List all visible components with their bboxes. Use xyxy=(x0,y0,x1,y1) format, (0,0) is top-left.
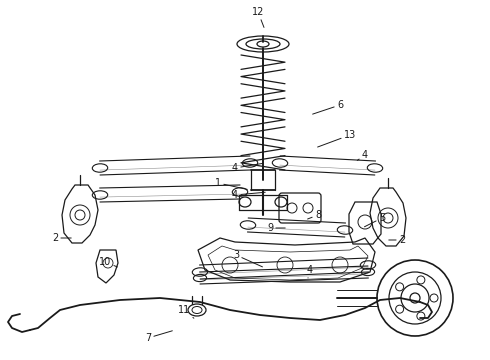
Text: 4: 4 xyxy=(232,190,265,200)
Text: 7: 7 xyxy=(145,331,172,343)
Text: 4: 4 xyxy=(307,265,313,278)
Text: 8: 8 xyxy=(308,210,321,220)
Text: 4: 4 xyxy=(232,163,262,173)
Text: 12: 12 xyxy=(252,7,264,27)
Text: 11: 11 xyxy=(178,305,194,318)
Text: 2: 2 xyxy=(389,235,405,245)
Text: 13: 13 xyxy=(318,130,356,147)
Text: 4: 4 xyxy=(357,150,368,161)
Text: 2: 2 xyxy=(52,233,71,243)
Text: 3: 3 xyxy=(233,250,263,267)
Text: 9: 9 xyxy=(267,223,285,233)
Text: 10: 10 xyxy=(99,257,118,267)
Text: 6: 6 xyxy=(313,100,343,114)
Text: 1: 1 xyxy=(215,178,247,189)
Text: 5: 5 xyxy=(365,213,385,227)
